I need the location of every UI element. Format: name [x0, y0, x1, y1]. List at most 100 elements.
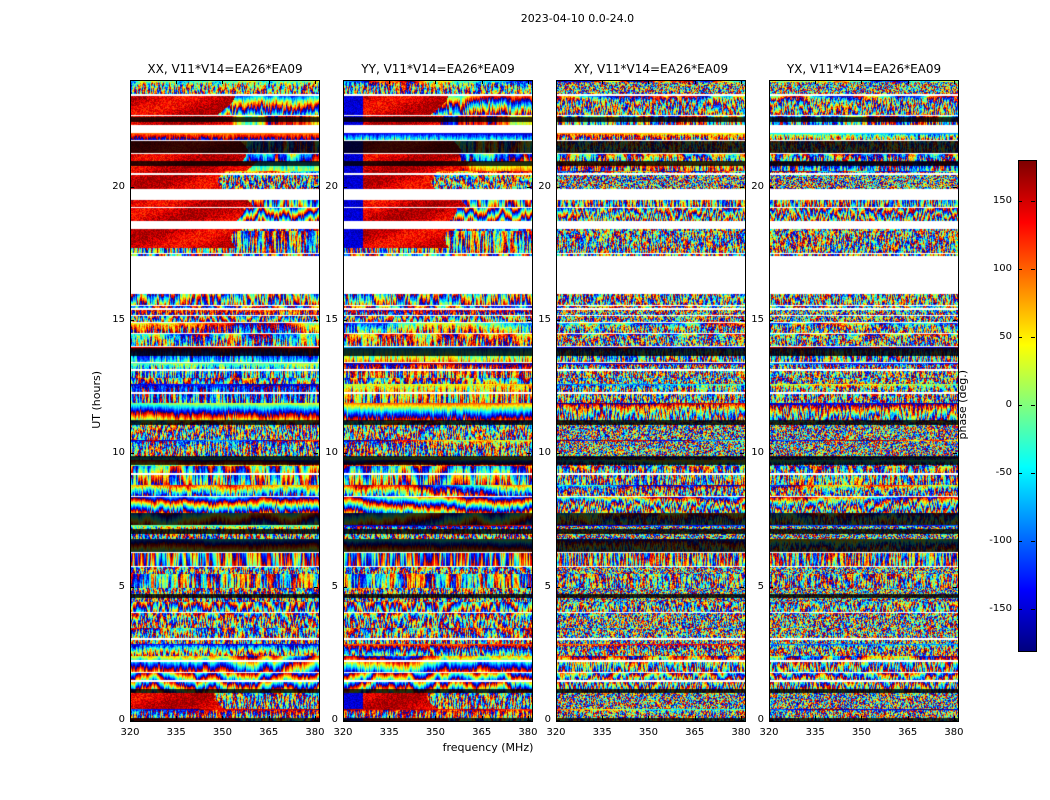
- y-tick-label: 10: [751, 447, 764, 459]
- y-tick-label: 20: [325, 180, 338, 192]
- y-tick-mark: [527, 586, 531, 588]
- y-tick-label: 0: [544, 714, 551, 725]
- x-tick-mark: [343, 80, 344, 84]
- y-tick-label: 10: [112, 447, 125, 459]
- y-tick-mark: [769, 586, 773, 588]
- x-tick-mark: [769, 716, 770, 720]
- x-tick-mark: [694, 80, 696, 84]
- y-tick-mark: [343, 453, 347, 455]
- y-axis-label-text: UT (hours): [89, 371, 103, 429]
- colorbar-tick-mark: [1018, 609, 1022, 611]
- y-tick-mark: [130, 720, 134, 721]
- x-tick-mark: [648, 80, 650, 84]
- x-tick-mark: [694, 716, 696, 720]
- colorbar-tick-mark: [1031, 200, 1035, 202]
- x-tick-label: 320: [120, 727, 140, 738]
- x-tick-mark: [907, 716, 909, 720]
- x-tick-label: 350: [638, 727, 658, 738]
- colorbar: [1018, 160, 1037, 652]
- y-tick-label: 0: [118, 714, 125, 725]
- x-tick-label: 335: [166, 727, 186, 738]
- y-tick-label: 10: [325, 447, 338, 459]
- y-tick-label: 20: [112, 180, 125, 192]
- y-tick-mark: [769, 186, 773, 188]
- y-tick-mark: [953, 720, 957, 721]
- x-tick-mark: [953, 716, 955, 720]
- x-tick-label: 350: [212, 727, 232, 738]
- y-tick-label: 0: [757, 714, 764, 725]
- x-tick-mark: [907, 80, 909, 84]
- figure-title: 2023-04-10 0.0-24.0: [520, 12, 635, 25]
- x-tick-label: 350: [851, 727, 871, 738]
- x-tick-label: 365: [472, 727, 492, 738]
- x-tick-mark: [815, 80, 817, 84]
- x-tick-mark: [602, 80, 604, 84]
- x-tick-label: 380: [944, 727, 964, 738]
- y-tick-mark: [740, 186, 744, 188]
- heatmap-yy: [344, 81, 532, 721]
- y-tick-mark: [740, 320, 744, 321]
- panel-xy: XY, V11*V14=EA26*EA09: [556, 62, 746, 722]
- x-tick-label: 335: [805, 727, 825, 738]
- y-tick-mark: [556, 186, 560, 188]
- y-tick-mark: [130, 320, 134, 321]
- y-tick-mark: [527, 320, 531, 321]
- x-tick-mark: [176, 80, 178, 84]
- colorbar-tick-mark: [1018, 473, 1022, 475]
- y-tick-label: 0: [331, 714, 338, 725]
- panel-title-xx: XX, V11*V14=EA26*EA09: [147, 62, 303, 76]
- x-tick-mark: [222, 716, 224, 720]
- x-tick-mark: [343, 716, 344, 720]
- panel-title-yy: YY, V11*V14=EA26*EA09: [361, 62, 515, 76]
- x-tick-mark: [176, 716, 178, 720]
- colorbar-tick-mark: [1018, 405, 1022, 406]
- panel-yy: YY, V11*V14=EA26*EA09: [343, 62, 533, 722]
- y-tick-mark: [556, 453, 560, 455]
- x-tick-mark: [435, 716, 437, 720]
- x-axis-label: frequency (MHz): [442, 741, 534, 754]
- x-tick-label: 365: [898, 727, 918, 738]
- x-tick-mark: [481, 716, 483, 720]
- colorbar-tick-label: 50: [999, 330, 1012, 342]
- colorbar-tick-label: -150: [989, 603, 1012, 615]
- y-tick-mark: [130, 186, 134, 188]
- heatmap-xx: [131, 81, 319, 721]
- y-tick-label: 15: [112, 314, 125, 325]
- x-tick-mark: [268, 716, 270, 720]
- y-tick-label: 15: [325, 314, 338, 325]
- x-tick-mark: [222, 80, 224, 84]
- colorbar-tick-mark: [1018, 268, 1022, 270]
- x-tick-label: 380: [305, 727, 325, 738]
- colorbar-tick-label: 100: [992, 262, 1012, 274]
- x-tick-label: 320: [333, 727, 353, 738]
- x-tick-mark: [740, 716, 742, 720]
- x-tick-mark: [314, 80, 316, 84]
- colorbar-tick-mark: [1031, 405, 1035, 406]
- x-tick-mark: [769, 80, 770, 84]
- x-tick-label: 380: [518, 727, 538, 738]
- x-tick-mark: [740, 80, 742, 84]
- x-tick-mark: [556, 80, 557, 84]
- x-tick-mark: [815, 716, 817, 720]
- colorbar-tick-mark: [1018, 541, 1022, 543]
- colorbar-label-text: phase (deg.): [955, 370, 969, 440]
- x-tick-label: 320: [546, 727, 566, 738]
- y-tick-mark: [130, 453, 134, 455]
- x-tick-mark: [556, 716, 557, 720]
- panel-yx: YX, V11*V14=EA26*EA09: [769, 62, 959, 722]
- heatmap-xy: [557, 81, 745, 721]
- colorbar-tick-label: 150: [992, 194, 1012, 206]
- heatmap-yx: [770, 81, 958, 721]
- colorbar-tick-mark: [1018, 336, 1022, 338]
- x-tick-mark: [861, 80, 863, 84]
- y-tick-mark: [556, 586, 560, 588]
- colorbar-tick-mark: [1018, 200, 1022, 202]
- y-tick-mark: [343, 320, 347, 321]
- y-tick-mark: [343, 720, 347, 721]
- y-tick-mark: [769, 453, 773, 455]
- y-tick-label: 5: [331, 580, 338, 592]
- panel-title-yx: YX, V11*V14=EA26*EA09: [786, 62, 942, 76]
- y-tick-mark: [314, 453, 318, 455]
- x-tick-mark: [648, 716, 650, 720]
- y-axis-label: UT (hours): [88, 80, 104, 720]
